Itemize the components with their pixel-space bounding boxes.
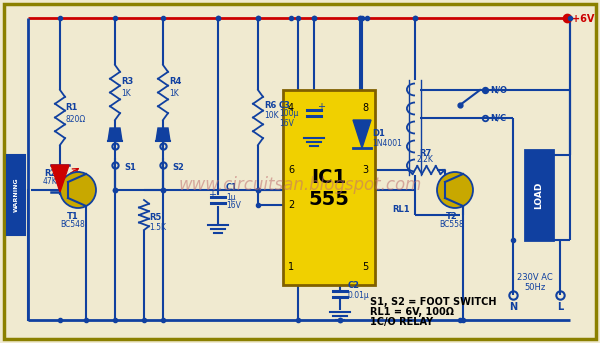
Text: LED1: LED1 xyxy=(73,193,92,202)
Text: RL1: RL1 xyxy=(392,205,410,214)
Text: 1: 1 xyxy=(288,262,294,272)
Text: 16V: 16V xyxy=(279,118,294,128)
Text: LOAD: LOAD xyxy=(535,181,544,209)
Circle shape xyxy=(60,172,96,208)
Text: 8: 8 xyxy=(362,103,368,113)
Text: S1, S2 = FOOT SWITCH: S1, S2 = FOOT SWITCH xyxy=(370,297,497,307)
Text: R7: R7 xyxy=(419,149,431,158)
Text: S1: S1 xyxy=(124,163,136,172)
Text: R5: R5 xyxy=(149,213,161,223)
Text: C2: C2 xyxy=(348,281,360,289)
Bar xyxy=(283,90,375,285)
Text: R4: R4 xyxy=(169,78,181,86)
Text: R1: R1 xyxy=(65,104,77,113)
Polygon shape xyxy=(108,128,122,141)
Bar xyxy=(525,150,553,240)
Text: S2: S2 xyxy=(172,163,184,172)
Text: BC548: BC548 xyxy=(61,220,85,229)
Text: 47K: 47K xyxy=(43,177,58,186)
Text: 50Hz: 50Hz xyxy=(524,284,545,293)
Circle shape xyxy=(437,172,473,208)
Text: C3: C3 xyxy=(279,100,291,109)
Text: T2: T2 xyxy=(446,212,458,221)
Text: 5: 5 xyxy=(362,262,368,272)
Text: 1N4001: 1N4001 xyxy=(372,139,402,147)
Text: T1: T1 xyxy=(67,212,79,221)
Polygon shape xyxy=(156,128,170,141)
Text: 1C/O RELAY: 1C/O RELAY xyxy=(370,317,433,327)
Text: 1µ: 1µ xyxy=(226,192,236,201)
Text: 6: 6 xyxy=(288,165,294,175)
Text: 820Ω: 820Ω xyxy=(65,116,85,125)
Text: N/O: N/O xyxy=(490,85,507,95)
Text: 0.01µ: 0.01µ xyxy=(348,291,370,299)
Text: L: L xyxy=(557,302,563,312)
Text: WARNING: WARNING xyxy=(14,178,19,212)
Text: 1K: 1K xyxy=(121,90,131,98)
Text: www.circuitsan.blogspot.com: www.circuitsan.blogspot.com xyxy=(178,176,422,194)
Polygon shape xyxy=(353,120,371,148)
Text: D1: D1 xyxy=(372,129,385,138)
Text: 555: 555 xyxy=(308,190,349,209)
Bar xyxy=(7,155,25,235)
Text: RL1 = 6V, 100Ω: RL1 = 6V, 100Ω xyxy=(370,307,454,317)
Text: +: + xyxy=(208,190,216,200)
Text: BC558: BC558 xyxy=(440,220,464,229)
Text: 4: 4 xyxy=(288,103,294,113)
Text: IC1: IC1 xyxy=(311,168,347,187)
Text: R6: R6 xyxy=(264,100,277,109)
Text: 230V AC: 230V AC xyxy=(517,273,553,283)
Text: N: N xyxy=(509,302,517,312)
Text: +: + xyxy=(317,102,325,112)
Text: 100µ: 100µ xyxy=(279,109,298,118)
Text: 16V: 16V xyxy=(226,201,241,211)
Text: R2: R2 xyxy=(44,169,56,178)
Text: 2.2K: 2.2K xyxy=(416,155,433,164)
Text: C1: C1 xyxy=(226,184,238,192)
Polygon shape xyxy=(51,165,69,192)
Text: 1.5K: 1.5K xyxy=(149,224,166,233)
Text: N/C: N/C xyxy=(490,114,506,122)
Text: 1K: 1K xyxy=(169,90,179,98)
Text: +6V: +6V xyxy=(572,14,595,24)
Text: R3: R3 xyxy=(121,78,133,86)
Text: 3: 3 xyxy=(362,165,368,175)
Text: 2: 2 xyxy=(288,200,294,210)
Text: 10K: 10K xyxy=(264,111,278,120)
